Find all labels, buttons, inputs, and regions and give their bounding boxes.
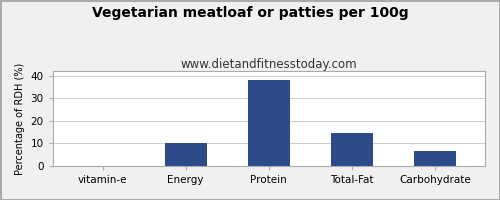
Bar — [414, 151, 456, 166]
Bar — [331, 133, 373, 166]
Bar — [165, 143, 206, 166]
Y-axis label: Percentage of RDH (%): Percentage of RDH (%) — [15, 62, 25, 175]
Title: www.dietandfitnesstoday.com: www.dietandfitnesstoday.com — [180, 58, 357, 71]
Text: Vegetarian meatloaf or patties per 100g: Vegetarian meatloaf or patties per 100g — [92, 6, 408, 20]
Bar — [248, 80, 290, 166]
